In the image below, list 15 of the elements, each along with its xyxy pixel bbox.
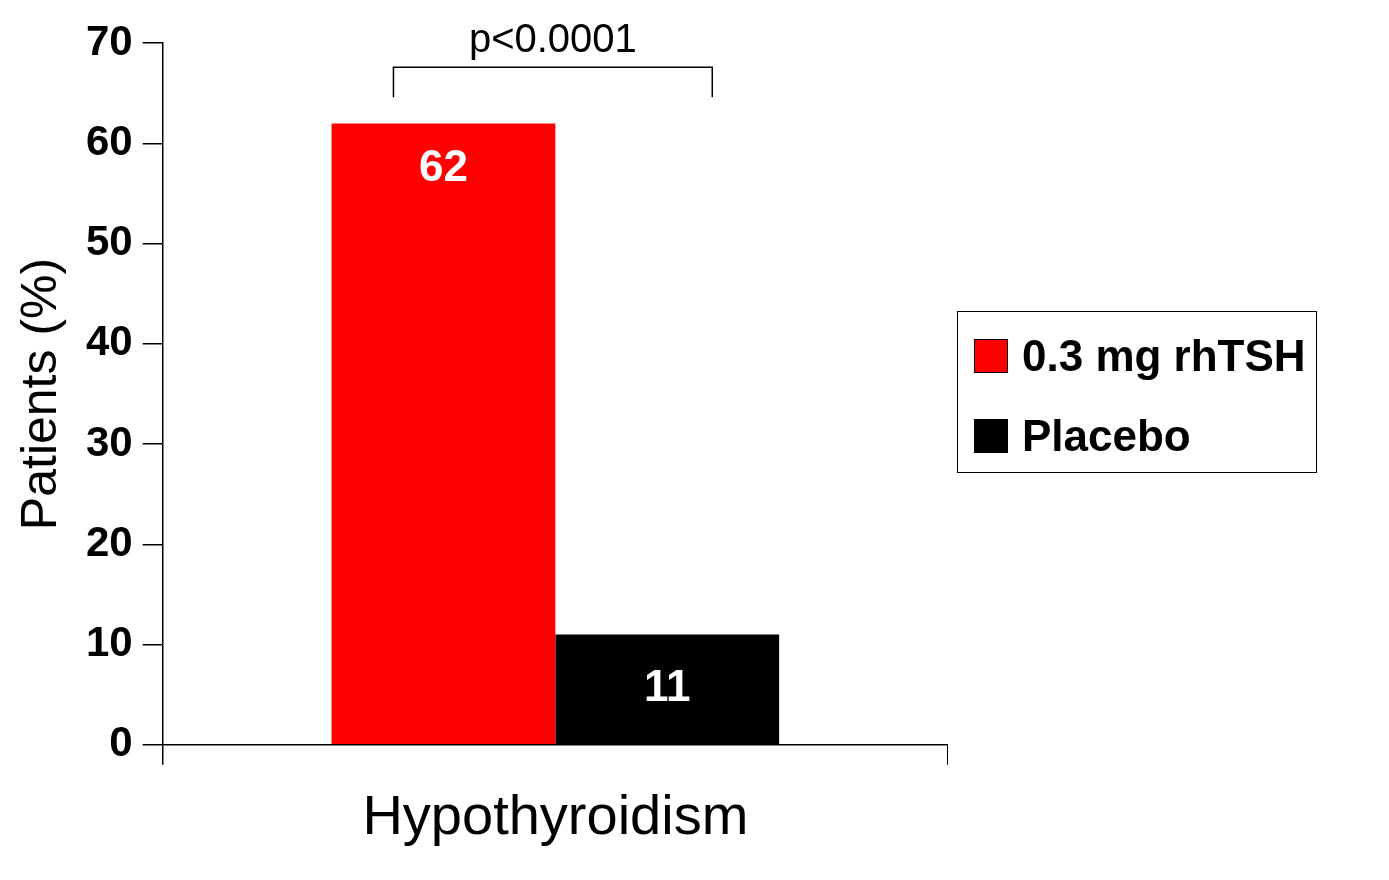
data-label: 11 xyxy=(644,661,691,711)
legend-label: 0.3 mg rhTSH xyxy=(1022,331,1306,381)
y-tick-label: 30 xyxy=(86,417,133,465)
y-tick-label: 50 xyxy=(86,217,133,265)
y-axis-title: Patients (%) xyxy=(10,257,67,531)
annotation: p<0.0001 xyxy=(468,16,637,61)
x-tick-label: Hypothyroidism xyxy=(362,782,749,846)
data-label: 62 xyxy=(418,140,468,190)
legend-label: Placebo xyxy=(1022,411,1191,461)
y-tick-label: 0 xyxy=(109,718,133,766)
y-tick-label: 10 xyxy=(86,618,133,666)
y-tick-label: 20 xyxy=(86,517,133,565)
y-tick-label: 60 xyxy=(86,117,133,165)
y-tick-label: 70 xyxy=(86,16,133,64)
y-tick-label: 40 xyxy=(86,317,133,365)
